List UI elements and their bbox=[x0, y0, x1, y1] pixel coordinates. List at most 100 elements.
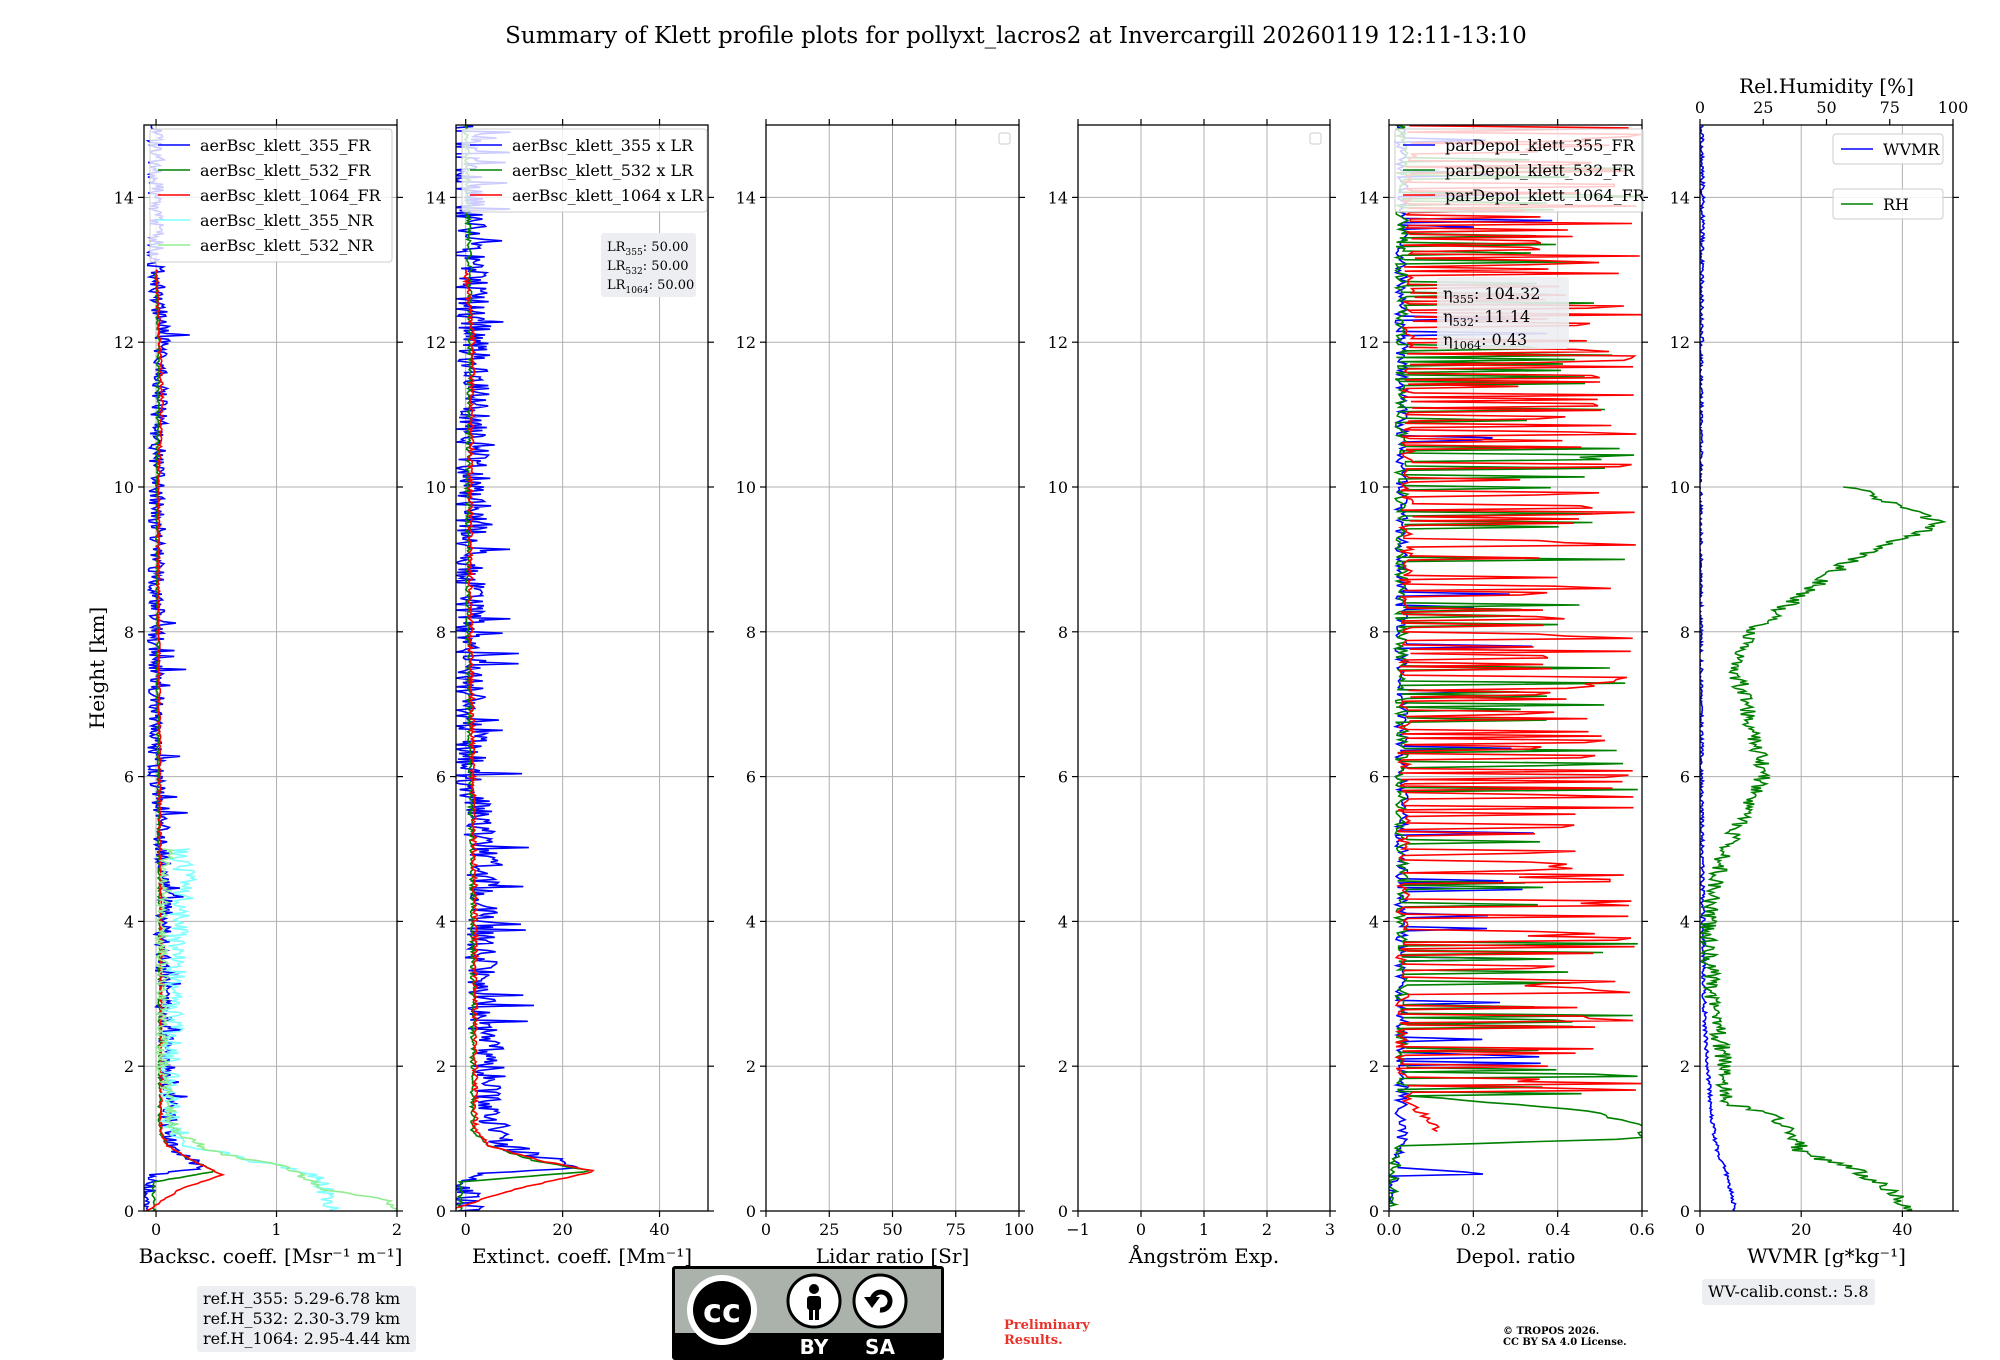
legend-label: parDepol_klett_532_FR bbox=[1445, 161, 1636, 180]
legend-label: aerBsc_klett_355_FR bbox=[200, 136, 371, 155]
axes-frame bbox=[1388, 124, 1643, 1212]
lidar-ratio-annotation: LR532: 50.00 bbox=[607, 259, 689, 277]
y-tick-label: 10 bbox=[736, 478, 756, 497]
y-tick-label: 0 bbox=[1369, 1202, 1379, 1221]
x-tick-label: 0.4 bbox=[1545, 1220, 1570, 1239]
legend-label: RH bbox=[1883, 195, 1909, 214]
empty-legend bbox=[998, 132, 1011, 145]
x-tick-label: 3 bbox=[1325, 1220, 1335, 1239]
x-axis-label: Lidar ratio [Sr] bbox=[816, 1244, 970, 1268]
lidar-ratio-annotation: LR355: 50.00 bbox=[607, 240, 689, 258]
copyright-note: © TROPOS 2026. CC BY SA 4.0 License. bbox=[1503, 1326, 1627, 1348]
y-tick-label: 4 bbox=[746, 912, 756, 931]
x-axis-label: Depol. ratio bbox=[1456, 1244, 1576, 1268]
figure-title: Summary of Klett profile plots for polly… bbox=[505, 23, 1527, 49]
x-top-tick-label: 100 bbox=[1938, 98, 1969, 117]
x-tick-label: 75 bbox=[946, 1220, 966, 1239]
cc-icon: cc bbox=[703, 1292, 741, 1330]
copyright-line-1: © TROPOS 2026. bbox=[1503, 1326, 1600, 1337]
x-top-tick-label: 75 bbox=[1880, 98, 1900, 117]
y-tick-label: 0 bbox=[746, 1202, 756, 1221]
axes-frame bbox=[1699, 124, 1954, 1212]
y-tick-label: 6 bbox=[1058, 768, 1068, 787]
reference-heights-box: ref.H_355: 5.29-6.78 km ref.H_532: 2.30-… bbox=[197, 1286, 417, 1352]
y-tick-label: 12 bbox=[114, 333, 134, 352]
panel-depol: 0.0 0.2 0.4 0.6 0 2 4 6 8 10 12 14 Depol. ratio parDe… bbox=[1359, 119, 1655, 1268]
x-tick-label: 1 bbox=[1199, 1220, 1209, 1239]
y-tick-label: 14 bbox=[736, 188, 756, 207]
y-tick-label: 8 bbox=[1369, 623, 1379, 642]
x-axis-label: Extinct. coeff. [Mm⁻¹] bbox=[472, 1244, 692, 1268]
y-tick-label: 8 bbox=[1680, 623, 1690, 642]
x-tick-label: 0 bbox=[461, 1220, 471, 1239]
legend-box bbox=[149, 128, 393, 263]
eta-annotation: η1064: 0.43 bbox=[1443, 330, 1527, 352]
y-tick-label: 2 bbox=[1369, 1057, 1379, 1076]
preliminary-line-2: Results. bbox=[1004, 1333, 1063, 1348]
y-tick-label: 8 bbox=[746, 623, 756, 642]
eta-annotation-box bbox=[1437, 277, 1569, 349]
y-tick-label: 0 bbox=[1058, 1202, 1068, 1221]
by-person-icon bbox=[786, 1273, 842, 1329]
y-tick-label: 14 bbox=[114, 188, 134, 207]
x-tick-label: 0 bbox=[1695, 1220, 1705, 1239]
empty-legend bbox=[1309, 132, 1322, 145]
legend-box bbox=[1832, 133, 1944, 165]
panel-wvmr_rh: 0 20 40 0 2 4 6 8 10 12 14 0 25 50 75 100 Rel.Humidity [… bbox=[1670, 74, 1969, 1268]
x-tick-label: 2 bbox=[392, 1220, 402, 1239]
y-tick-label: 14 bbox=[1670, 188, 1690, 207]
series-WVMR bbox=[1700, 125, 1737, 1211]
x-tick-label: 100 bbox=[1004, 1220, 1035, 1239]
y-tick-label: 14 bbox=[426, 188, 446, 207]
x-axis-label: WVMR [g*kg⁻¹] bbox=[1747, 1244, 1906, 1268]
legend-label: aerBsc_klett_1064_FR bbox=[200, 186, 382, 205]
x-tick-label: 50 bbox=[882, 1220, 902, 1239]
legend-label: parDepol_klett_355_FR bbox=[1445, 136, 1636, 155]
legend-label: aerBsc_klett_355 x LR bbox=[512, 136, 694, 155]
preliminary-line-1: Preliminary bbox=[1004, 1318, 1090, 1333]
y-tick-label: 12 bbox=[426, 333, 446, 352]
series-RH bbox=[1700, 486, 1947, 1211]
x-tick-label: 20 bbox=[1791, 1220, 1811, 1239]
y-tick-label: 8 bbox=[1058, 623, 1068, 642]
legend-box bbox=[1832, 188, 1944, 220]
y-tick-label: 12 bbox=[736, 333, 756, 352]
y-tick-label: 4 bbox=[1369, 912, 1379, 931]
y-tick-label: 2 bbox=[1680, 1057, 1690, 1076]
panel-extinction: 0 20 40 0 2 4 6 8 10 12 14 Extinct. coeff. [Mm⁻¹] ae… bbox=[426, 119, 714, 1268]
x-top-tick-label: 25 bbox=[1753, 98, 1773, 117]
x-tick-label: 40 bbox=[649, 1220, 669, 1239]
y-tick-label: 10 bbox=[1359, 478, 1379, 497]
y-tick-label: 6 bbox=[1680, 768, 1690, 787]
x-axis-label: Backsc. coeff. [Msr⁻¹ m⁻¹] bbox=[139, 1244, 403, 1268]
series-aerBsc_klett_355 x LR bbox=[456, 125, 579, 1211]
y-tick-label: 0 bbox=[124, 1202, 134, 1221]
y-tick-label: 4 bbox=[1058, 912, 1068, 931]
lidar-ratio-annotation: LR1064: 50.00 bbox=[607, 278, 694, 296]
series-aerBsc_klett_532_NR bbox=[154, 848, 397, 1211]
legend-box bbox=[1394, 128, 1644, 213]
y-tick-label: 10 bbox=[426, 478, 446, 497]
y-tick-label: 14 bbox=[1359, 188, 1379, 207]
y-tick-label: 2 bbox=[1058, 1057, 1068, 1076]
y-tick-label: 10 bbox=[1670, 478, 1690, 497]
x-tick-label: 0 bbox=[151, 1220, 161, 1239]
y-tick-label: 12 bbox=[1670, 333, 1690, 352]
y-tick-label: 4 bbox=[1680, 912, 1690, 931]
x-tick-label: 0 bbox=[761, 1220, 771, 1239]
axes-frame bbox=[455, 124, 709, 1212]
y-tick-label: 10 bbox=[1048, 478, 1068, 497]
preliminary-results-note: Preliminary Results. bbox=[1004, 1318, 1090, 1348]
x-top-tick-label: 50 bbox=[1816, 98, 1836, 117]
legend-label: aerBsc_klett_1064 x LR bbox=[512, 186, 704, 205]
cc-sa-label: SA bbox=[865, 1335, 895, 1359]
legend-label: parDepol_klett_1064_FR bbox=[1445, 186, 1646, 205]
y-tick-label: 4 bbox=[436, 912, 446, 931]
sa-share-alike-icon bbox=[852, 1273, 908, 1329]
x-top-tick-label: 0 bbox=[1695, 98, 1705, 117]
y-tick-label: 6 bbox=[436, 768, 446, 787]
y-tick-label: 2 bbox=[746, 1057, 756, 1076]
